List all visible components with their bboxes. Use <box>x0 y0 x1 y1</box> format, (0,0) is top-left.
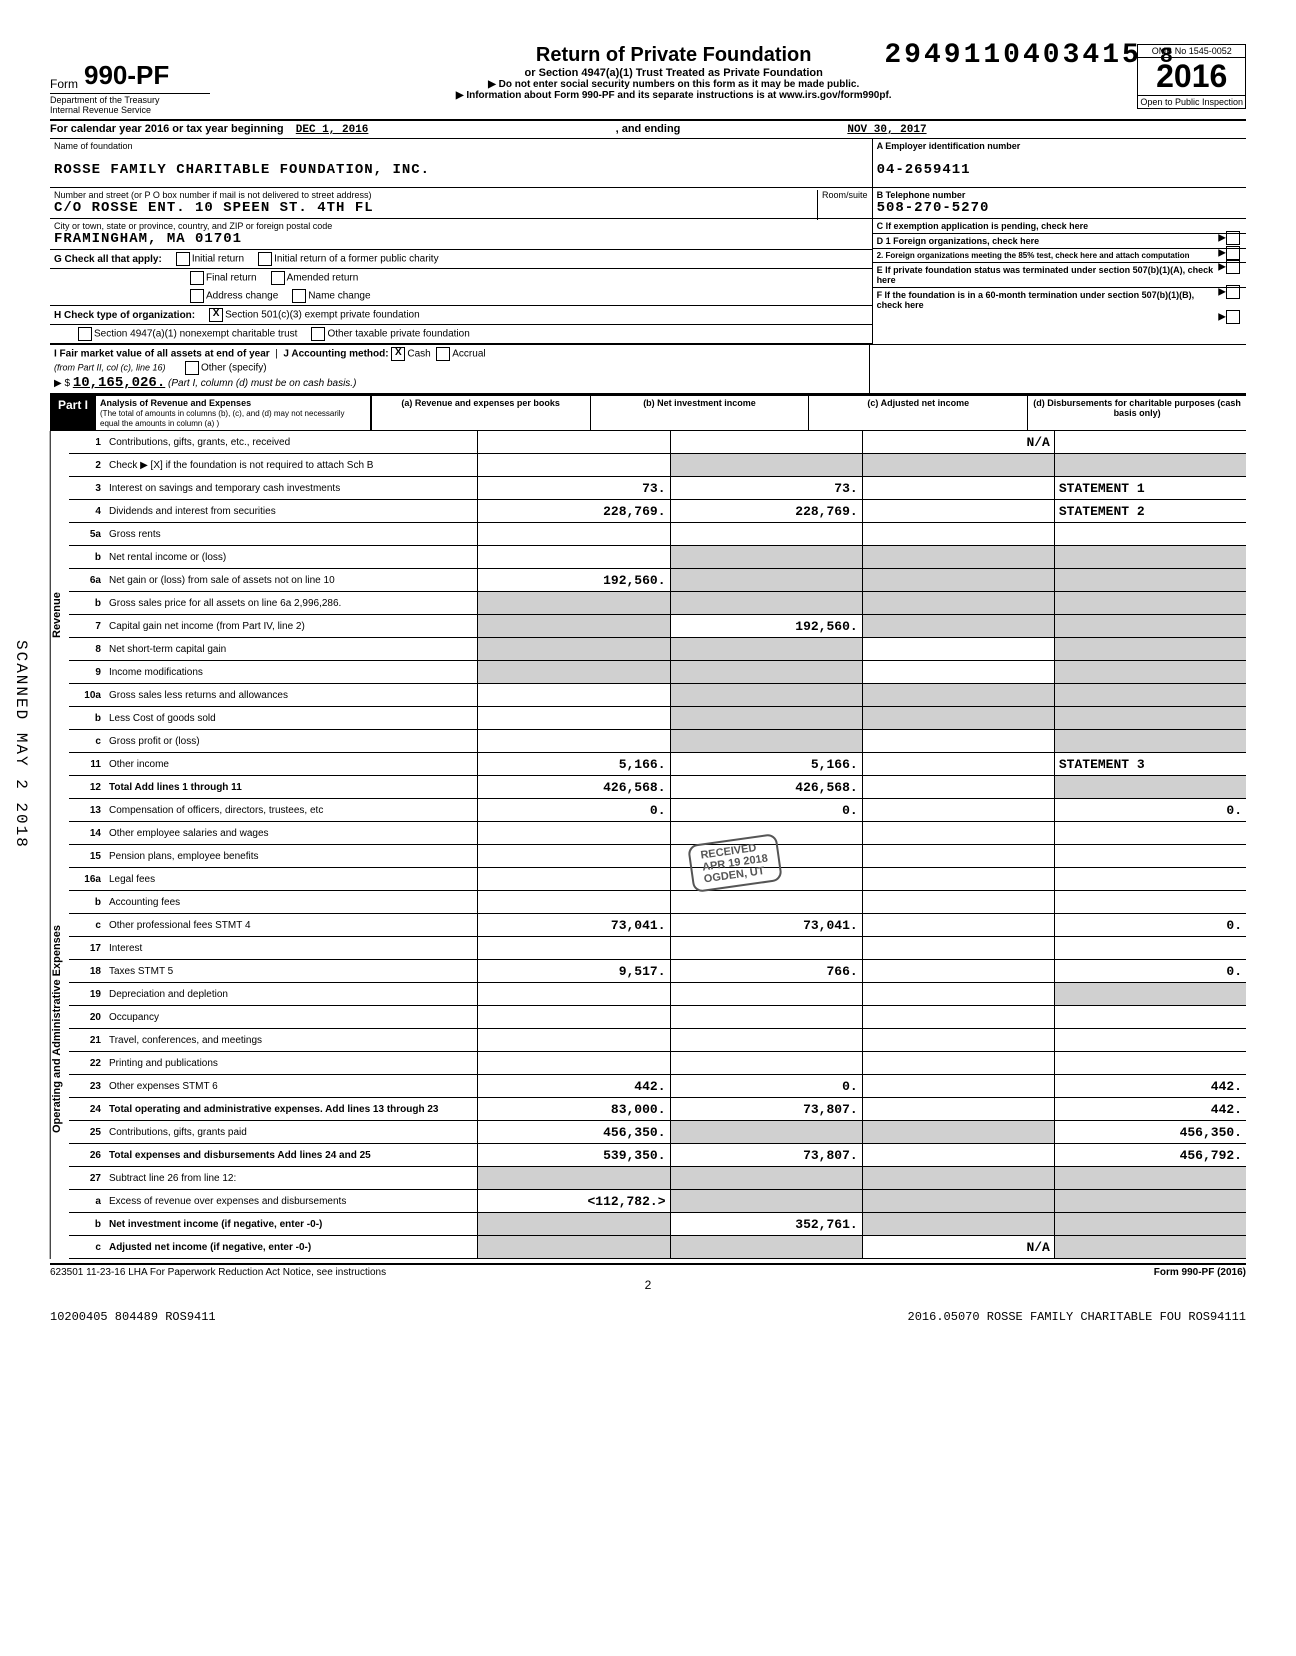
table-row: 18Taxes STMT 59,517.766.0. <box>69 960 1246 983</box>
foundation-name: ROSSE FAMILY CHARITABLE FOUNDATION, INC. <box>54 162 430 178</box>
city-label: City or town, state or province, country… <box>54 221 868 231</box>
chk-f[interactable] <box>1226 310 1240 324</box>
table-row: 26Total expenses and disbursements Add l… <box>69 1144 1246 1167</box>
form-number: 990-PF <box>84 60 169 91</box>
table-row: 10aGross sales less returns and allowanc… <box>69 684 1246 707</box>
addr-label: Number and street (or P O box number if … <box>54 190 868 200</box>
table-row: aExcess of revenue over expenses and dis… <box>69 1190 1246 1213</box>
table-row: 25Contributions, gifts, grants paid456,3… <box>69 1121 1246 1144</box>
c-label: C If exemption application is pending, c… <box>877 221 1242 231</box>
dept-line1: Department of the Treasury <box>50 93 210 105</box>
table-row: 13Compensation of officers, directors, t… <box>69 799 1246 822</box>
table-row: 14Other employee salaries and wages <box>69 822 1246 845</box>
table-row: 19Depreciation and depletion <box>69 983 1246 1006</box>
table-row: 20Occupancy <box>69 1006 1246 1029</box>
chk-cash[interactable]: X <box>391 347 405 361</box>
foundation-city: FRAMINGHAM, MA 01701 <box>54 231 242 247</box>
chk-namechange[interactable] <box>292 289 306 303</box>
table-row: 7Capital gain net income (from Part IV, … <box>69 615 1246 638</box>
table-row: bAccounting fees <box>69 891 1246 914</box>
table-row: 12Total Add lines 1 through 11426,568.42… <box>69 776 1246 799</box>
table-row: bLess Cost of goods sold <box>69 707 1246 730</box>
identity-block: Name of foundation ROSSE FAMILY CHARITAB… <box>50 139 1246 345</box>
tel-value: 508-270-5270 <box>877 200 990 216</box>
scanned-stamp: SCANNED MAY 2 2018 <box>12 640 30 849</box>
page-footer: 623501 11-23-16 LHA For Paperwork Reduct… <box>50 1263 1246 1278</box>
table-row: 16aLegal fees <box>69 868 1246 891</box>
part-1-header: Part I Analysis of Revenue and Expenses … <box>50 394 1246 431</box>
calendar-year-row: For calendar year 2016 or tax year begin… <box>50 121 1246 139</box>
table-row: 1Contributions, gifts, grants, etc., rec… <box>69 431 1246 454</box>
table-row: 15Pension plans, employee benefits <box>69 845 1246 868</box>
chk-initial[interactable] <box>176 252 190 266</box>
col-c-head: (c) Adjusted net income <box>809 396 1028 430</box>
title-note1: ▶ Do not enter social security numbers o… <box>210 79 1137 90</box>
revenue-label: Revenue <box>50 431 69 799</box>
room-label: Room/suite <box>817 190 868 220</box>
chk-501c3[interactable]: X <box>209 308 223 322</box>
d1-label: D 1 Foreign organizations, check here <box>877 236 1242 246</box>
col-b-head: (b) Net investment income <box>591 396 810 430</box>
chk-final[interactable] <box>190 271 204 285</box>
expenses-table: 13Compensation of officers, directors, t… <box>69 799 1246 1259</box>
form-prefix: Form <box>50 77 78 91</box>
dept-line2: Internal Revenue Service <box>50 105 210 115</box>
col-d-head: (d) Disbursements for charitable purpose… <box>1028 396 1246 430</box>
table-row: 9Income modifications <box>69 661 1246 684</box>
section-g: G Check all that apply: Initial return I… <box>50 250 872 269</box>
chk-other-method[interactable] <box>185 361 199 375</box>
document-id: 29491104034158 <box>884 40 1176 71</box>
table-row: 6aNet gain or (loss) from sale of assets… <box>69 569 1246 592</box>
chk-addrchange[interactable] <box>190 289 204 303</box>
revenue-table: 1Contributions, gifts, grants, etc., rec… <box>69 431 1246 799</box>
title-note2: ▶ Information about Form 990-PF and its … <box>210 90 1137 101</box>
part-label: Part I <box>50 396 96 430</box>
table-row: 5aGross rents <box>69 523 1246 546</box>
fmv-assets: 10,165,026. <box>73 375 165 391</box>
table-row: 22Printing and publications <box>69 1052 1246 1075</box>
table-row: cGross profit or (loss) <box>69 730 1246 753</box>
chk-initial-former[interactable] <box>258 252 272 266</box>
table-row: bNet rental income or (loss) <box>69 546 1246 569</box>
table-row: 17Interest <box>69 937 1246 960</box>
table-row: bNet investment income (if negative, ent… <box>69 1213 1246 1236</box>
table-row: 2Check ▶ [X] if the foundation is not re… <box>69 454 1246 477</box>
name-label: Name of foundation <box>54 141 868 151</box>
page-number: 2 <box>50 1278 1246 1292</box>
table-row: 3Interest on savings and temporary cash … <box>69 477 1246 500</box>
table-row: 8Net short-term capital gain <box>69 638 1246 661</box>
table-row: 27Subtract line 26 from line 12: <box>69 1167 1246 1190</box>
table-row: 21Travel, conferences, and meetings <box>69 1029 1246 1052</box>
table-row: cAdjusted net income (if negative, enter… <box>69 1236 1246 1259</box>
inspection-note: Open to Public Inspection <box>1137 96 1246 109</box>
f-label: F If the foundation is in a 60-month ter… <box>877 290 1242 310</box>
table-row: 23Other expenses STMT 6442.0.442. <box>69 1075 1246 1098</box>
table-row: bGross sales price for all assets on lin… <box>69 592 1246 615</box>
table-row: cOther professional fees STMT 473,041.73… <box>69 914 1246 937</box>
d2-label: 2. Foreign organizations meeting the 85%… <box>877 251 1242 260</box>
foundation-address: C/O ROSSE ENT. 10 SPEEN ST. 4TH FL <box>54 200 374 216</box>
ein-value: 04-2659411 <box>877 162 971 178</box>
chk-accrual[interactable] <box>436 347 450 361</box>
chk-amended[interactable] <box>271 271 285 285</box>
table-row: 24Total operating and administrative exp… <box>69 1098 1246 1121</box>
expenses-label: Operating and Administrative Expenses <box>50 799 69 1259</box>
chk-other-taxable[interactable] <box>311 327 325 341</box>
col-a-head: (a) Revenue and expenses per books <box>372 396 591 430</box>
footer-codes: 10200405 804489 ROS9411 2016.05070 ROSSE… <box>50 1310 1246 1324</box>
table-row: 4Dividends and interest from securities2… <box>69 500 1246 523</box>
section-i-j: I Fair market value of all assets at end… <box>50 345 1246 394</box>
ein-label: A Employer identification number <box>877 141 1242 151</box>
table-row: 11Other income5,166.5,166.STATEMENT 3 <box>69 753 1246 776</box>
tel-label: B Telephone number <box>877 190 1242 200</box>
chk-4947[interactable] <box>78 327 92 341</box>
section-h: H Check type of organization: XSection 5… <box>50 306 872 325</box>
e-label: E If private foundation status was termi… <box>877 265 1242 285</box>
